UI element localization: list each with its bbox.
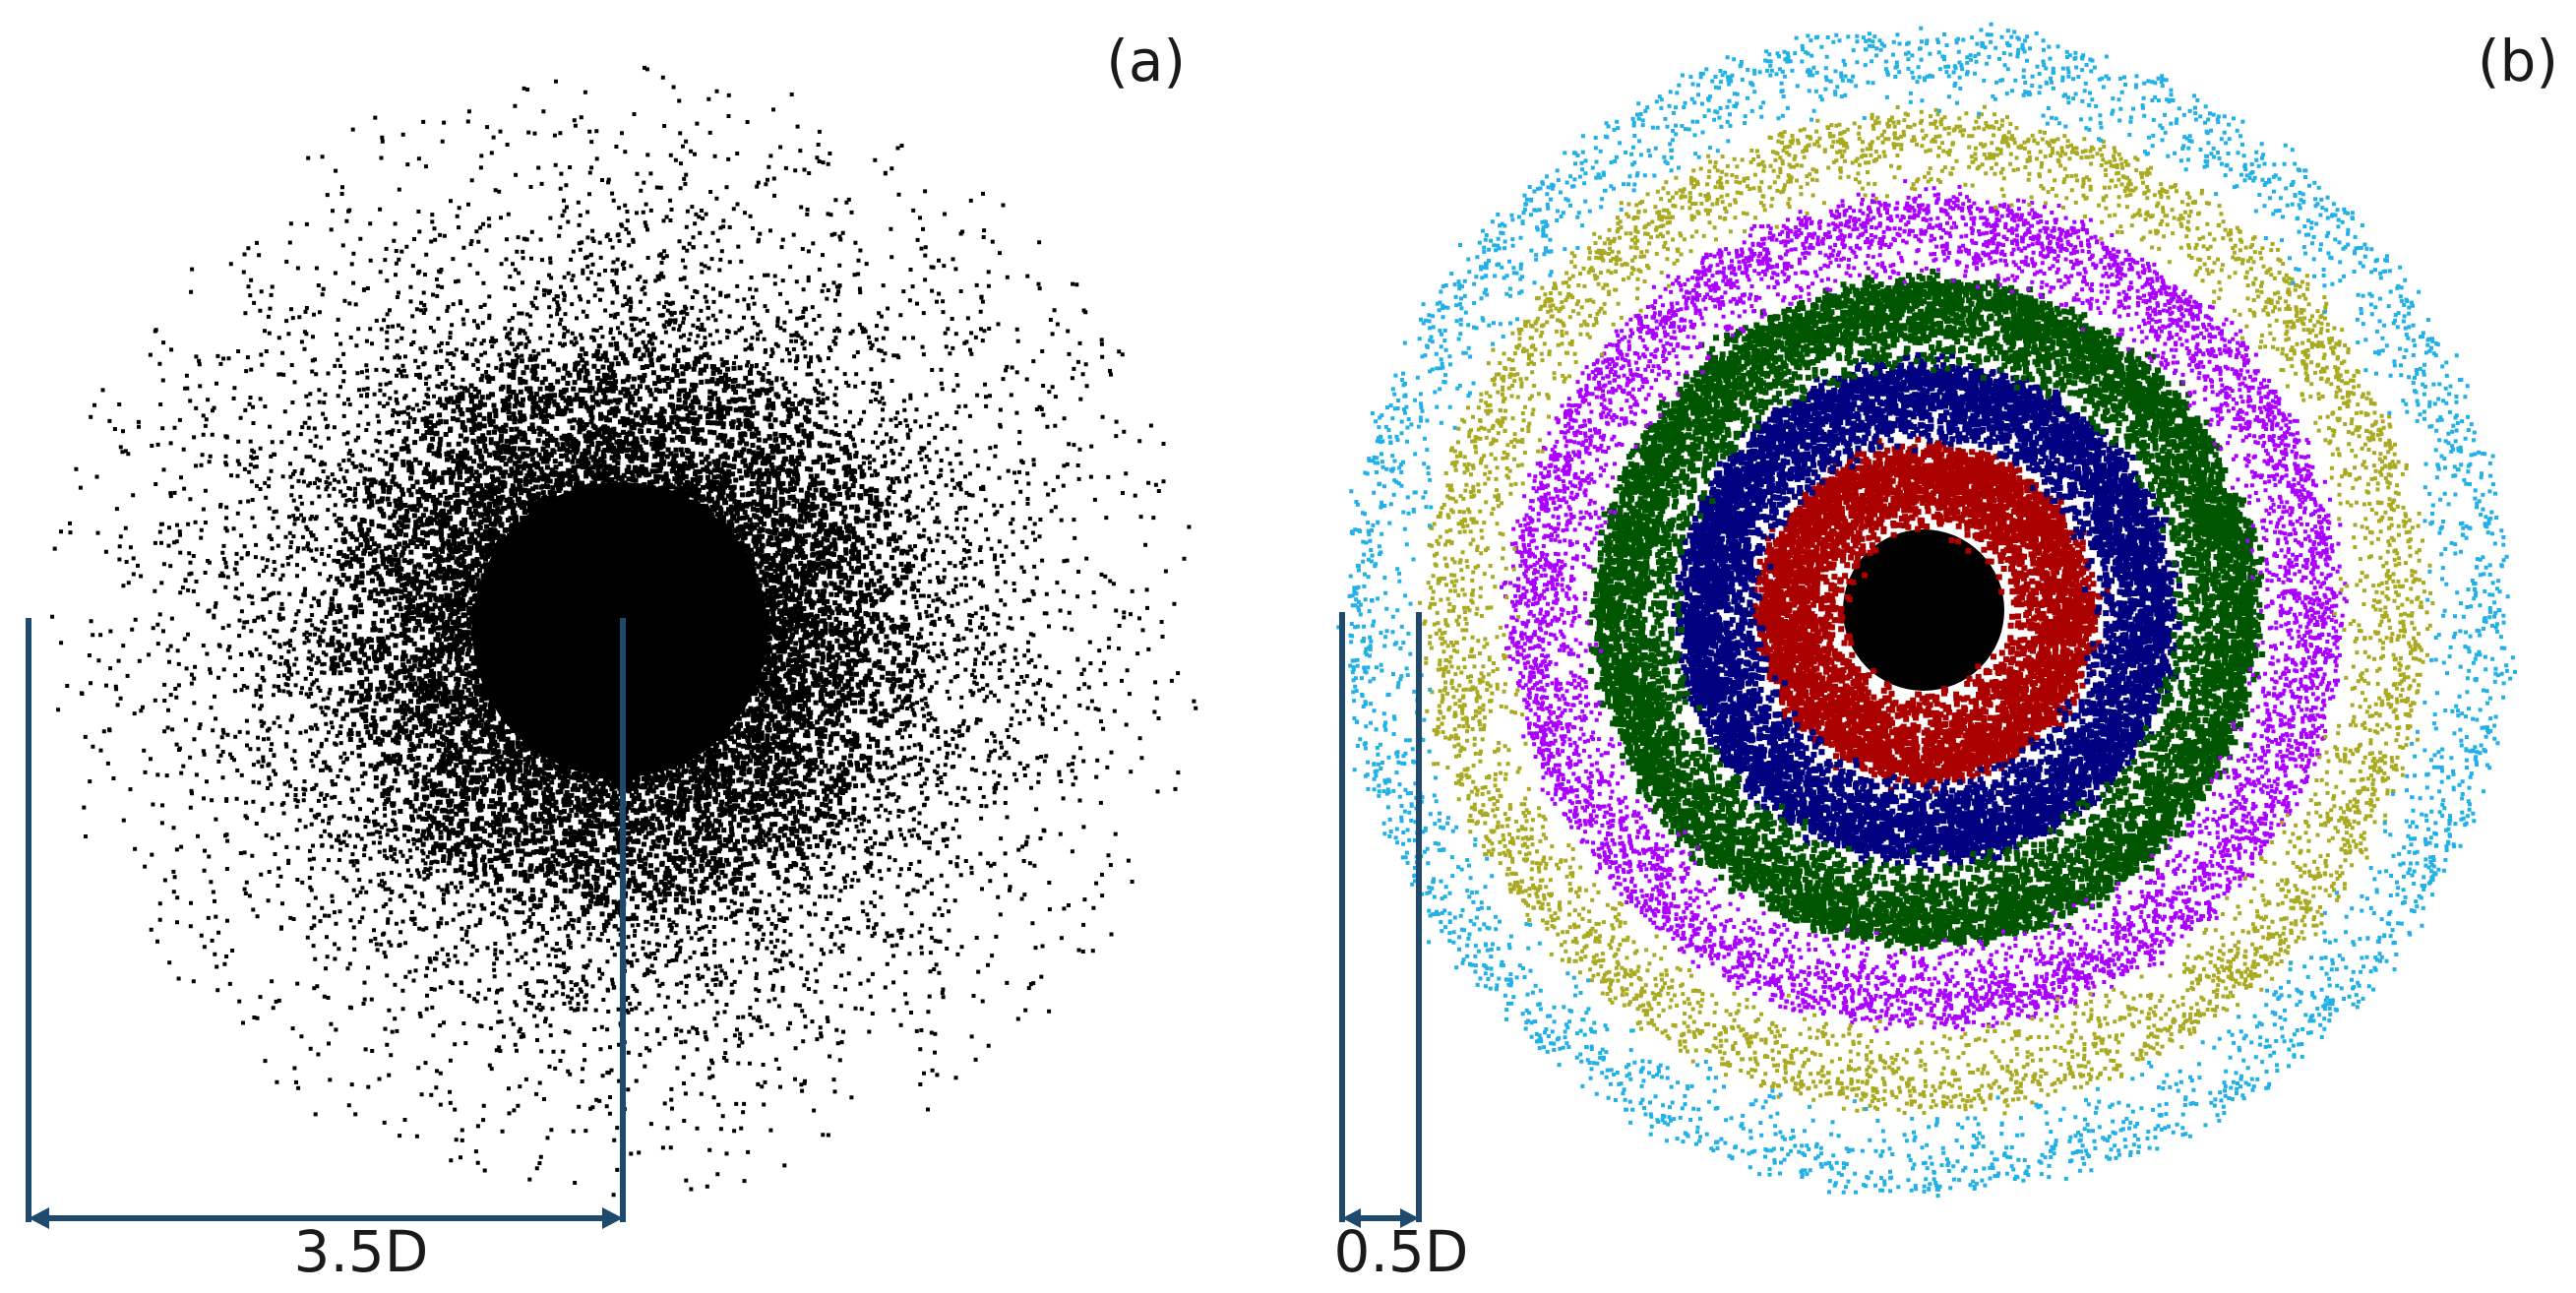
scale-a-arrow-left-head [29,1207,49,1229]
scale-b-arrow-left-head [1342,1208,1361,1228]
panel-b-ring-1 [1751,436,2115,794]
scale-b-label: 0.5D [1334,1218,1469,1285]
panel-a-label: (a) [1106,28,1186,94]
panel-a-scale-bar: 3.5D [26,618,626,1285]
panel-b-scale-bar: 0.5D [1334,612,1469,1285]
panel-b-ring-2 [1671,351,2182,873]
panel-b-label: (b) [2478,28,2558,94]
panel-b-colored-rings [1336,22,2517,1199]
scale-a-label: 3.5D [294,1218,429,1285]
panel-b-core [1843,529,2004,691]
scale-a-arrow-right-head [602,1207,623,1229]
scale-b-arrow-right-head [1400,1208,1419,1228]
